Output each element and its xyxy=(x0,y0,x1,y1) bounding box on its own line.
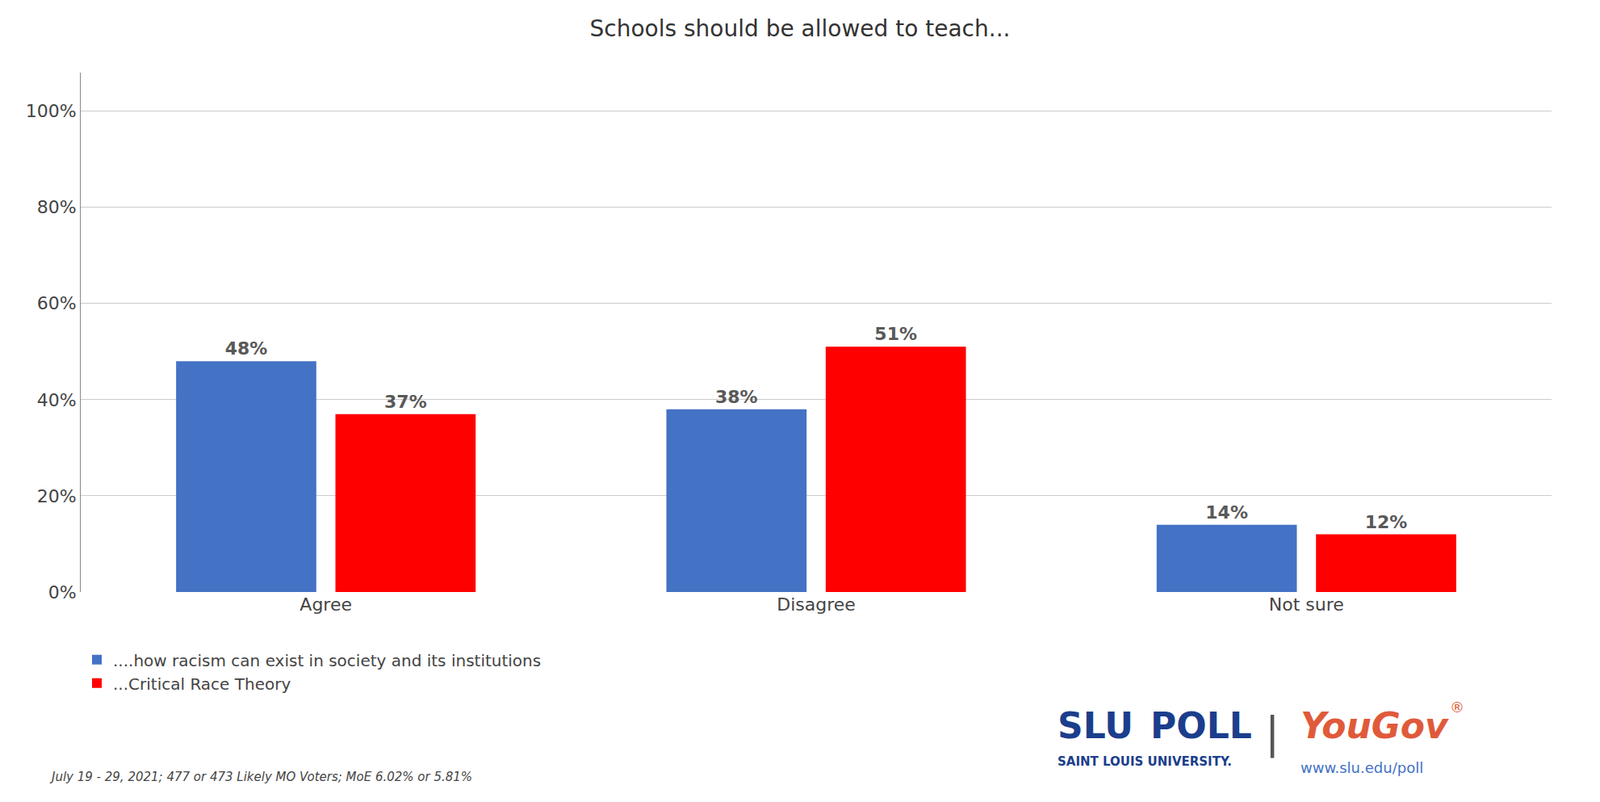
svg-text:Not sure: Not sure xyxy=(1269,594,1345,615)
svg-text:0%: 0% xyxy=(48,582,77,603)
svg-text:www.slu.edu/poll: www.slu.edu/poll xyxy=(1300,758,1424,776)
svg-text:SAINT LOUIS UNIVERSITY.: SAINT LOUIS UNIVERSITY. xyxy=(1057,753,1232,769)
svg-text:®: ® xyxy=(1449,698,1465,716)
svg-text:51%: 51% xyxy=(874,323,918,344)
svg-text:Agree: Agree xyxy=(299,594,352,615)
svg-text:14%: 14% xyxy=(1205,502,1249,523)
svg-text:12%: 12% xyxy=(1365,511,1408,532)
svg-text:Schools should be allowed to t: Schools should be allowed to teach... xyxy=(590,15,1011,42)
svg-text:37%: 37% xyxy=(384,391,428,412)
svg-text:80%: 80% xyxy=(37,196,77,218)
svg-text:100%: 100% xyxy=(25,100,77,122)
svg-text:38%: 38% xyxy=(715,386,759,407)
svg-text:POLL: POLL xyxy=(1150,704,1253,746)
svg-text:....how racism can exist in so: ....how racism can exist in society and … xyxy=(113,650,541,671)
svg-text:YouGov: YouGov xyxy=(1300,704,1450,746)
svg-text:|: | xyxy=(1264,707,1280,759)
svg-text:40%: 40% xyxy=(37,389,77,411)
svg-text:60%: 60% xyxy=(37,293,77,314)
svg-text:July 19 - 29, 2021; 477 or 473: July 19 - 29, 2021; 477 or 473 Likely MO… xyxy=(49,769,473,784)
svg-text:...Critical Race Theory: ...Critical Race Theory xyxy=(113,674,291,694)
svg-text:48%: 48% xyxy=(225,338,269,359)
svg-text:SLU: SLU xyxy=(1057,704,1134,746)
svg-text:Disagree: Disagree xyxy=(776,594,856,615)
svg-text:20%: 20% xyxy=(37,485,77,507)
